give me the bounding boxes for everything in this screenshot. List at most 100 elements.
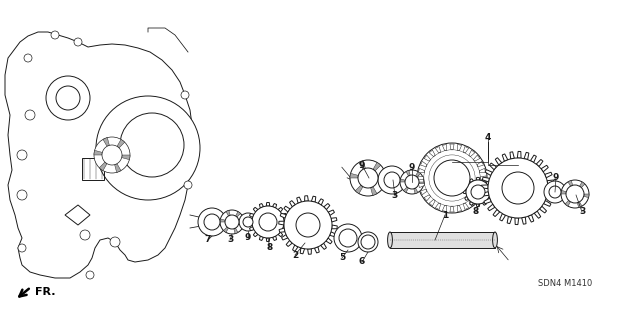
Polygon shape bbox=[418, 176, 424, 180]
Circle shape bbox=[252, 206, 284, 238]
Polygon shape bbox=[528, 215, 534, 222]
Polygon shape bbox=[468, 199, 475, 206]
Circle shape bbox=[296, 213, 320, 237]
Text: 8: 8 bbox=[267, 244, 273, 252]
Polygon shape bbox=[568, 180, 573, 186]
Text: 2: 2 bbox=[292, 251, 298, 260]
Polygon shape bbox=[442, 144, 447, 151]
Circle shape bbox=[51, 31, 59, 39]
Polygon shape bbox=[226, 211, 230, 216]
Polygon shape bbox=[236, 212, 241, 217]
Polygon shape bbox=[326, 238, 332, 244]
Text: FR.: FR. bbox=[35, 287, 56, 297]
Circle shape bbox=[466, 180, 490, 204]
Polygon shape bbox=[424, 155, 431, 161]
Polygon shape bbox=[115, 164, 121, 172]
Circle shape bbox=[18, 244, 26, 252]
Polygon shape bbox=[248, 220, 252, 224]
Circle shape bbox=[405, 175, 419, 189]
Polygon shape bbox=[239, 222, 244, 225]
Polygon shape bbox=[331, 218, 337, 222]
Polygon shape bbox=[390, 232, 495, 248]
Polygon shape bbox=[419, 168, 425, 173]
Polygon shape bbox=[420, 189, 427, 195]
Polygon shape bbox=[490, 163, 497, 170]
Circle shape bbox=[561, 180, 589, 208]
Ellipse shape bbox=[493, 232, 497, 248]
Circle shape bbox=[74, 38, 82, 46]
Polygon shape bbox=[561, 190, 566, 194]
Polygon shape bbox=[479, 168, 486, 173]
Text: 9: 9 bbox=[359, 161, 365, 170]
Polygon shape bbox=[419, 183, 425, 188]
Polygon shape bbox=[493, 209, 500, 217]
Circle shape bbox=[259, 213, 277, 231]
Polygon shape bbox=[332, 225, 337, 229]
Polygon shape bbox=[524, 152, 529, 160]
Polygon shape bbox=[266, 238, 269, 242]
Polygon shape bbox=[500, 213, 506, 221]
Polygon shape bbox=[284, 220, 287, 224]
Polygon shape bbox=[490, 190, 493, 194]
Circle shape bbox=[17, 190, 27, 200]
Polygon shape bbox=[266, 203, 269, 206]
Circle shape bbox=[243, 217, 253, 227]
Circle shape bbox=[400, 170, 424, 194]
Polygon shape bbox=[463, 147, 468, 153]
Polygon shape bbox=[94, 150, 102, 155]
Text: 3: 3 bbox=[227, 236, 233, 244]
Polygon shape bbox=[481, 185, 488, 189]
Circle shape bbox=[350, 160, 386, 196]
Polygon shape bbox=[463, 203, 468, 210]
Text: 1: 1 bbox=[442, 211, 448, 220]
Circle shape bbox=[358, 232, 378, 252]
Polygon shape bbox=[483, 201, 486, 205]
Polygon shape bbox=[531, 155, 536, 163]
Polygon shape bbox=[579, 182, 585, 188]
Polygon shape bbox=[485, 170, 492, 176]
Polygon shape bbox=[584, 194, 589, 198]
Circle shape bbox=[566, 185, 584, 203]
Circle shape bbox=[80, 230, 90, 240]
Polygon shape bbox=[373, 163, 381, 171]
Text: SDN4 M1410: SDN4 M1410 bbox=[538, 279, 592, 289]
Polygon shape bbox=[517, 151, 521, 158]
Polygon shape bbox=[330, 232, 336, 237]
Circle shape bbox=[24, 54, 32, 62]
Polygon shape bbox=[282, 213, 287, 218]
Text: 3: 3 bbox=[579, 207, 585, 217]
Polygon shape bbox=[420, 161, 427, 167]
Polygon shape bbox=[282, 227, 287, 231]
Polygon shape bbox=[280, 213, 286, 218]
Circle shape bbox=[110, 237, 120, 247]
Text: 9: 9 bbox=[553, 173, 559, 182]
Polygon shape bbox=[470, 179, 474, 183]
Polygon shape bbox=[259, 204, 264, 208]
Polygon shape bbox=[282, 235, 288, 240]
Polygon shape bbox=[435, 203, 441, 210]
Circle shape bbox=[225, 215, 239, 229]
Circle shape bbox=[96, 96, 200, 200]
Polygon shape bbox=[259, 236, 264, 240]
Polygon shape bbox=[424, 195, 431, 201]
Polygon shape bbox=[536, 159, 543, 167]
Polygon shape bbox=[328, 210, 335, 215]
Circle shape bbox=[25, 110, 35, 120]
Polygon shape bbox=[355, 185, 363, 194]
Polygon shape bbox=[273, 204, 276, 208]
Circle shape bbox=[198, 208, 226, 236]
Ellipse shape bbox=[388, 232, 392, 248]
Circle shape bbox=[549, 186, 561, 198]
Polygon shape bbox=[371, 187, 377, 196]
Polygon shape bbox=[534, 211, 541, 218]
Text: 3: 3 bbox=[392, 191, 398, 201]
Text: 7: 7 bbox=[205, 236, 211, 244]
Polygon shape bbox=[314, 247, 319, 253]
Text: 9: 9 bbox=[245, 234, 251, 243]
Polygon shape bbox=[278, 232, 283, 237]
Circle shape bbox=[488, 158, 548, 218]
Polygon shape bbox=[484, 198, 492, 204]
Polygon shape bbox=[477, 161, 483, 167]
Text: 4: 4 bbox=[485, 133, 491, 142]
Polygon shape bbox=[414, 188, 418, 194]
